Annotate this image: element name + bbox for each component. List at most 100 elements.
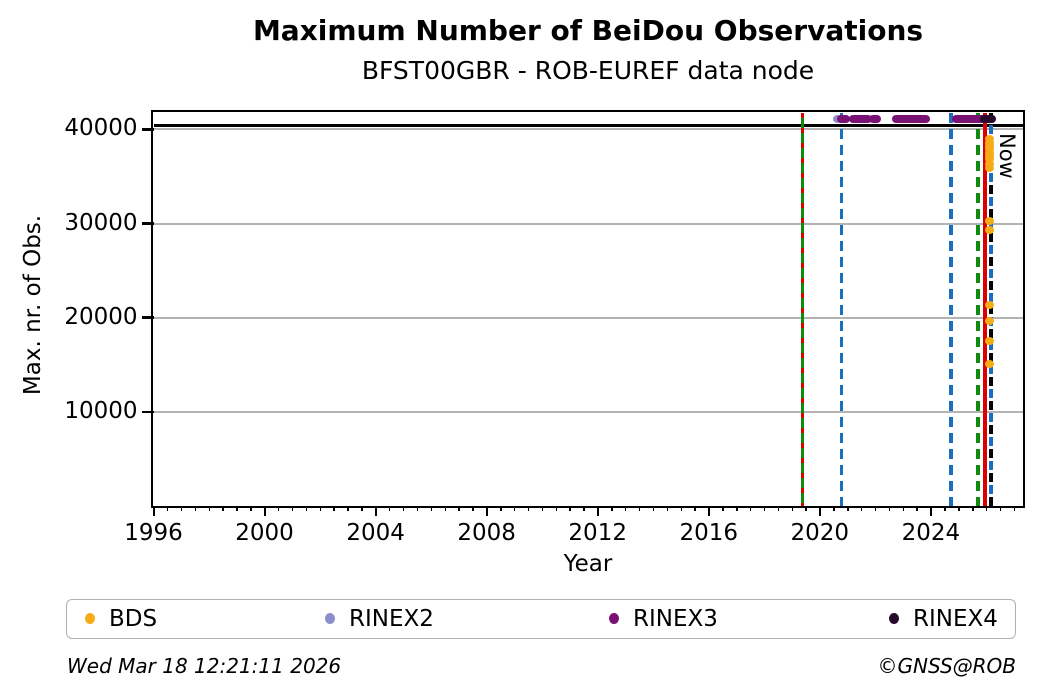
- x-minor-tick: [624, 506, 627, 511]
- event-line: [800, 112, 805, 506]
- x-major-tick: [485, 506, 489, 516]
- now-event-line: [989, 112, 993, 506]
- x-minor-tick: [277, 506, 280, 511]
- x-minor-tick: [722, 506, 724, 511]
- x-tick-label: 2004: [346, 520, 405, 546]
- x-minor-tick: [916, 506, 918, 511]
- x-tick-label: 2016: [679, 520, 739, 546]
- x-major-tick: [374, 506, 378, 516]
- x-minor-tick: [208, 506, 211, 511]
- y-tick-label: 10000: [64, 397, 138, 424]
- chart-title: Maximum Number of BeiDou Observations: [252, 14, 924, 47]
- x-minor-tick: [972, 506, 974, 511]
- legend-marker-icon: [609, 613, 619, 624]
- data-point-bds: [984, 163, 994, 172]
- y-major-tick: [141, 128, 154, 131]
- x-minor-tick: [333, 506, 335, 511]
- max-obs-hline: [153, 124, 1023, 128]
- x-tick-label: 2020: [790, 520, 850, 546]
- x-minor-tick: [180, 506, 183, 511]
- x-minor-tick: [458, 506, 460, 511]
- x-minor-tick: [749, 506, 752, 511]
- x-minor-tick: [472, 506, 474, 511]
- x-minor-tick: [500, 506, 502, 511]
- event-line: [839, 112, 844, 506]
- x-major-tick: [707, 506, 711, 516]
- x-major-tick: [263, 506, 267, 516]
- x-minor-tick: [291, 506, 294, 511]
- data-point-bds: [984, 337, 994, 346]
- x-major-tick: [929, 506, 933, 516]
- data-point-bds: [984, 155, 994, 164]
- x-minor-tick: [833, 506, 835, 511]
- x-minor-tick: [791, 506, 794, 511]
- y-gridline: [153, 316, 1023, 319]
- x-minor-tick: [513, 506, 516, 511]
- x-minor-tick: [361, 506, 363, 511]
- x-minor-tick: [569, 506, 571, 511]
- plot-area: [151, 110, 1025, 508]
- data-span-rinex3: [952, 114, 989, 123]
- x-minor-tick: [736, 506, 738, 511]
- legend-label: RINEX4: [913, 605, 998, 632]
- timestamp-text: Wed Mar 18 12:21:11 2026: [67, 654, 342, 678]
- legend-item-rinex2: RINEX2: [325, 600, 434, 637]
- x-minor-tick: [652, 506, 655, 511]
- legend-label: RINEX2: [349, 605, 434, 632]
- y-axis-label: Max. nr. of Obs.: [20, 214, 46, 396]
- x-minor-tick: [805, 506, 807, 511]
- x-major-tick: [152, 506, 155, 516]
- x-minor-tick: [680, 506, 682, 511]
- x-minor-tick: [527, 506, 530, 511]
- x-tick-label: 2000: [235, 520, 294, 546]
- x-minor-tick: [847, 506, 849, 511]
- y-major-tick: [141, 222, 154, 225]
- x-minor-tick: [1013, 506, 1016, 511]
- x-minor-tick: [319, 506, 322, 511]
- data-span-rinex3: [892, 114, 931, 123]
- x-minor-tick: [944, 506, 946, 511]
- x-minor-tick: [611, 506, 613, 511]
- x-minor-tick: [430, 506, 433, 511]
- x-minor-tick: [958, 506, 960, 511]
- chart-subtitle: BFST00GBR - ROB-EUREF data node: [361, 56, 815, 85]
- x-tick-label: 2024: [901, 520, 961, 546]
- x-tick-label: 2012: [568, 520, 627, 546]
- data-point-bds: [984, 359, 994, 368]
- x-minor-tick: [999, 506, 1002, 511]
- x-minor-tick: [902, 506, 905, 511]
- x-minor-tick: [555, 506, 558, 511]
- credit-text: ©GNSS@ROB: [877, 654, 1017, 678]
- data-point-bds: [984, 317, 994, 326]
- now-label: Now: [995, 132, 1020, 179]
- x-minor-tick: [694, 506, 696, 511]
- x-minor-tick: [236, 506, 238, 511]
- x-tick-label: 1996: [124, 520, 183, 546]
- data-point-bds: [984, 226, 994, 235]
- event-line: [949, 112, 953, 506]
- x-minor-tick: [638, 506, 641, 511]
- x-major-tick: [818, 506, 822, 516]
- x-axis-label: Year: [563, 551, 613, 577]
- x-tick-label: 2008: [457, 520, 516, 546]
- data-span-rinex4: [979, 114, 996, 123]
- data-span-rinex3: [848, 114, 872, 123]
- legend-marker-icon: [85, 613, 95, 624]
- x-minor-tick: [305, 506, 308, 511]
- data-span-rinex3: [837, 114, 851, 123]
- legend-item-rinex4: RINEX4: [889, 600, 998, 637]
- x-minor-tick: [222, 506, 224, 511]
- legend-label: RINEX3: [633, 605, 718, 632]
- y-major-tick: [141, 316, 154, 319]
- legend-marker-icon: [889, 613, 899, 624]
- x-minor-tick: [985, 506, 988, 511]
- x-minor-tick: [888, 506, 891, 511]
- y-tick-label: 40000: [64, 115, 138, 142]
- y-tick-label: 30000: [64, 209, 138, 236]
- data-span-rinex3: [868, 114, 881, 123]
- legend-box: BDS RINEX2 RINEX3 RINEX4: [66, 599, 1016, 639]
- event-line: [976, 112, 980, 506]
- x-minor-tick: [860, 506, 863, 511]
- x-minor-tick: [402, 506, 405, 511]
